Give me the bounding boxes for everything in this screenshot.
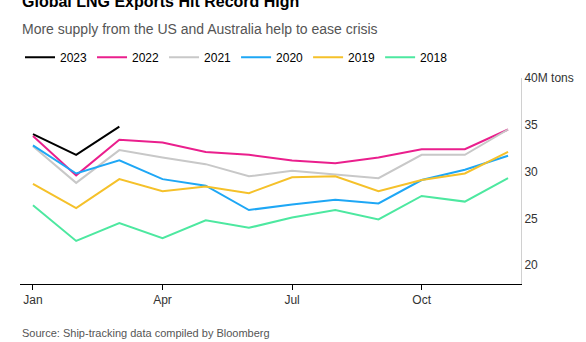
svg-text:Global LNG Exports Hit Record: Global LNG Exports Hit Record High: [22, 0, 299, 10]
svg-text:2020: 2020: [276, 51, 303, 65]
svg-text:Oct: Oct: [412, 293, 431, 307]
svg-text:40M tons: 40M tons: [524, 71, 573, 85]
svg-text:25: 25: [524, 212, 538, 226]
svg-text:More supply from the US and Au: More supply from the US and Australia he…: [22, 21, 378, 37]
svg-text:2021: 2021: [204, 51, 231, 65]
svg-text:20: 20: [524, 258, 538, 272]
svg-text:2019: 2019: [348, 51, 375, 65]
svg-text:2022: 2022: [132, 51, 159, 65]
svg-text:35: 35: [524, 118, 538, 132]
svg-text:Source: Ship-tracking data com: Source: Ship-tracking data compiled by B…: [22, 327, 270, 339]
svg-text:2023: 2023: [60, 51, 87, 65]
svg-text:Jul: Jul: [284, 293, 299, 307]
svg-text:30: 30: [524, 165, 538, 179]
svg-text:2018: 2018: [420, 51, 447, 65]
svg-text:Apr: Apr: [153, 293, 172, 307]
svg-text:Jan: Jan: [23, 293, 42, 307]
